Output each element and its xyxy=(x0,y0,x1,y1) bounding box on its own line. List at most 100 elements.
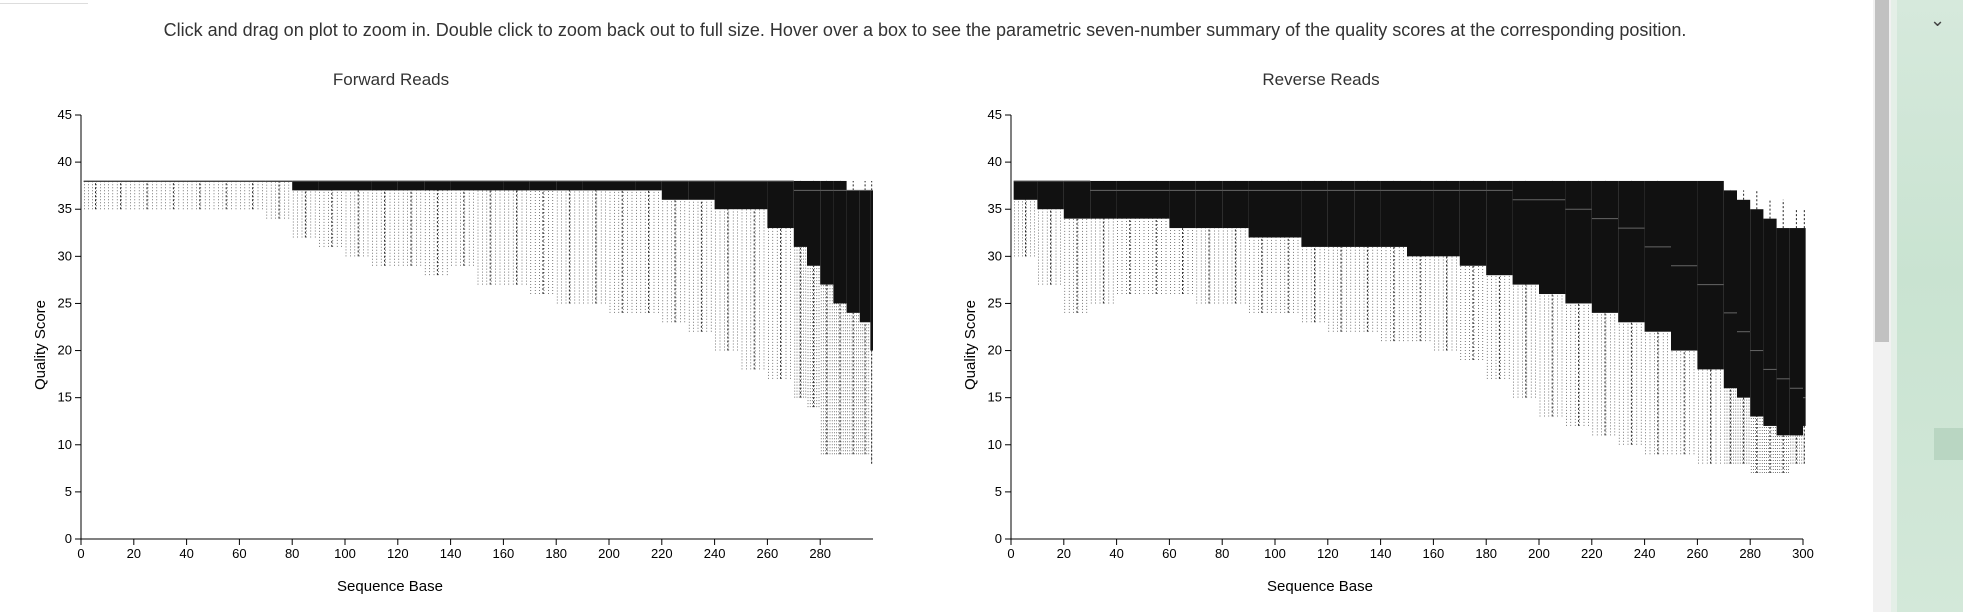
box-body xyxy=(450,180,477,191)
box-body xyxy=(1565,180,1592,304)
box-body xyxy=(503,180,530,191)
box-body xyxy=(1116,180,1143,219)
x-tick-label: 20 xyxy=(1057,546,1071,561)
x-tick-label: 160 xyxy=(1423,546,1445,561)
box-body xyxy=(556,180,583,191)
x-tick-label: 220 xyxy=(651,546,673,561)
y-tick-label: 40 xyxy=(988,154,1002,169)
box-body xyxy=(870,190,873,351)
box-body xyxy=(1512,180,1539,285)
chevron-down-icon[interactable]: ⌄ xyxy=(1930,10,1946,30)
box-body xyxy=(1433,180,1460,257)
box-body xyxy=(1380,180,1407,247)
instructions-text: Click and drag on plot to zoom in. Doubl… xyxy=(163,20,1687,40)
y-tick-label: 10 xyxy=(58,437,72,452)
y-tick-label: 0 xyxy=(65,531,72,546)
box-body xyxy=(767,180,794,229)
box-body xyxy=(1697,180,1724,370)
box-body xyxy=(1803,228,1806,426)
plot-title: Reverse Reads xyxy=(1262,70,1379,89)
y-tick-label: 10 xyxy=(988,437,1002,452)
x-tick-label: 240 xyxy=(1634,546,1656,561)
box-body xyxy=(1248,180,1275,238)
box-body xyxy=(529,180,557,191)
box-body xyxy=(1327,180,1355,247)
y-tick-label: 15 xyxy=(58,390,72,405)
x-tick-label: 180 xyxy=(545,546,567,561)
box-body xyxy=(1063,180,1091,219)
x-tick-label: 200 xyxy=(598,546,620,561)
x-tick-label: 260 xyxy=(757,546,779,561)
box-body xyxy=(477,180,504,191)
x-tick-label: 100 xyxy=(1264,546,1286,561)
x-tick-label: 300 xyxy=(1792,546,1814,561)
box-body xyxy=(1301,180,1328,247)
box-body xyxy=(1750,209,1764,417)
y-axis-label: Quality Score xyxy=(962,300,979,390)
box-body xyxy=(807,180,821,266)
x-tick-label: 0 xyxy=(1007,546,1014,561)
box-body xyxy=(133,180,161,182)
box-body xyxy=(635,180,662,191)
plot-title: Forward Reads xyxy=(333,70,449,89)
x-axis-label: Sequence Base xyxy=(337,578,443,595)
box-body xyxy=(714,180,741,210)
box-body xyxy=(239,180,266,182)
y-tick-label: 15 xyxy=(988,390,1002,405)
box-body xyxy=(1143,180,1170,219)
x-tick-label: 280 xyxy=(809,546,831,561)
tab-edge xyxy=(0,0,88,4)
x-tick-label: 120 xyxy=(387,546,409,561)
x-axis-label: Sequence Base xyxy=(1267,578,1373,595)
box-body xyxy=(1037,180,1064,210)
box-body xyxy=(1644,180,1671,332)
x-tick-label: 180 xyxy=(1475,546,1497,561)
box-body xyxy=(1789,228,1803,436)
forward-reads-plot[interactable]: Forward Reads Sequence Base Quality Score 0… xyxy=(0,55,900,615)
box-body xyxy=(609,180,636,191)
box-body xyxy=(1407,180,1434,257)
box-body xyxy=(820,180,834,285)
x-tick-label: 220 xyxy=(1581,546,1603,561)
box-body xyxy=(1459,180,1487,266)
y-tick-label: 40 xyxy=(58,154,72,169)
x-tick-label: 100 xyxy=(334,546,356,561)
y-tick-label: 5 xyxy=(995,484,1002,499)
box-body xyxy=(1723,190,1737,389)
box-body xyxy=(1169,180,1196,229)
x-tick-label: 20 xyxy=(127,546,141,561)
y-tick-label: 35 xyxy=(988,201,1002,216)
box-body xyxy=(1591,180,1619,313)
box-body xyxy=(1222,180,1249,229)
side-panel xyxy=(1891,0,1963,612)
y-tick-label: 5 xyxy=(65,484,72,499)
side-panel-edge xyxy=(1891,0,1897,612)
y-tick-label: 45 xyxy=(988,107,1002,122)
box-body xyxy=(292,180,319,191)
box-body xyxy=(1539,180,1566,295)
box-body xyxy=(1618,180,1645,323)
y-tick-label: 45 xyxy=(58,107,72,122)
x-tick-label: 200 xyxy=(1528,546,1550,561)
y-tick-label: 30 xyxy=(58,248,72,263)
box-series xyxy=(1013,180,1806,474)
box-body xyxy=(1195,180,1223,229)
scrollbar-thumb[interactable] xyxy=(1875,0,1889,342)
x-tick-label: 260 xyxy=(1687,546,1709,561)
reverse-reads-plot[interactable]: Reverse Reads Sequence Base Quality Score 0… xyxy=(930,55,1830,615)
y-axis-label: Quality Score xyxy=(32,300,49,390)
side-panel-marker xyxy=(1934,428,1963,460)
box-body xyxy=(107,180,134,182)
x-tick-label: 60 xyxy=(232,546,246,561)
y-tick-label: 25 xyxy=(988,295,1002,310)
x-tick-label: 40 xyxy=(179,546,193,561)
box-body xyxy=(83,180,108,182)
y-tick-label: 20 xyxy=(58,343,72,358)
y-tick-label: 25 xyxy=(58,295,72,310)
box-body xyxy=(1737,199,1751,398)
x-tick-label: 240 xyxy=(704,546,726,561)
x-tick-label: 140 xyxy=(1370,546,1392,561)
box-body xyxy=(1776,228,1790,436)
box-body xyxy=(213,180,240,182)
box-body xyxy=(1354,180,1381,247)
